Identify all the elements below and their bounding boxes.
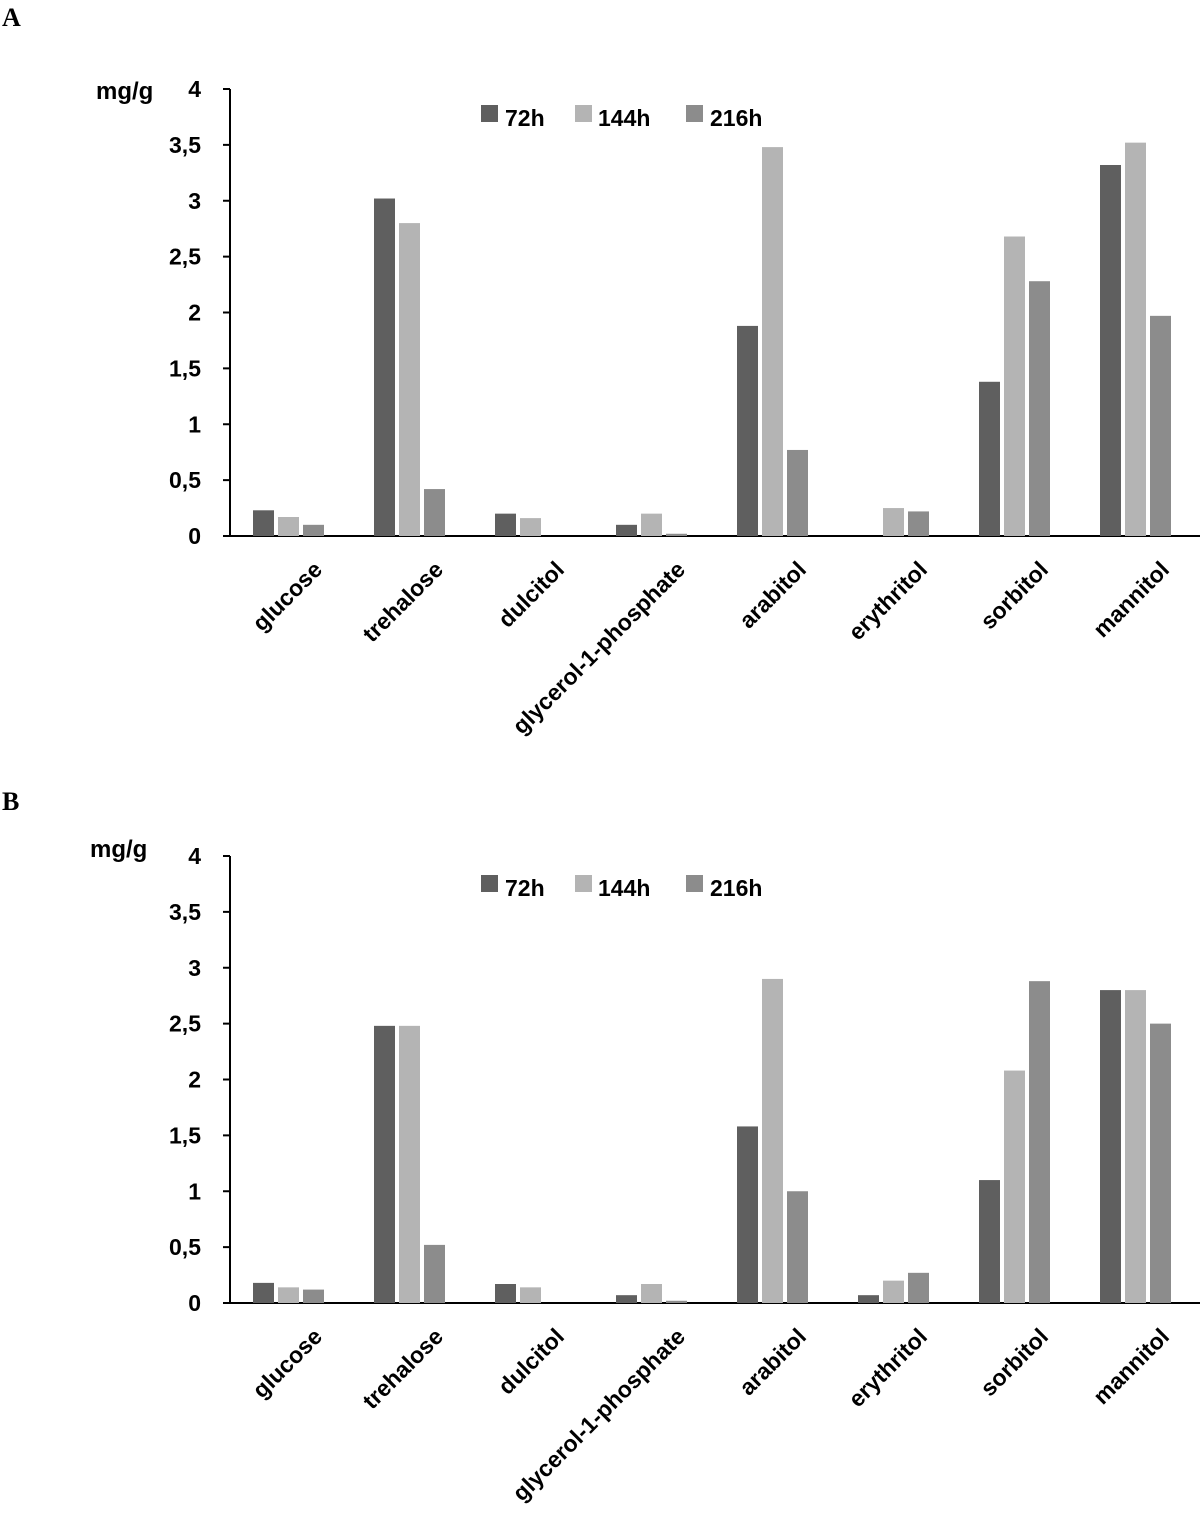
y-tick-label: 0,5 xyxy=(169,467,201,493)
legend-swatch-72h xyxy=(481,875,498,892)
x-category-label: sorbitol xyxy=(975,1323,1053,1401)
y-tick-label: 3 xyxy=(188,188,201,214)
bar-72h-mannitol xyxy=(1100,164,1121,537)
bar-72h-trehalose xyxy=(374,1025,395,1303)
bar-216h-sorbitol xyxy=(1029,981,1050,1303)
legend-label-144h: 144h xyxy=(598,105,650,131)
y-tick-label: 1,5 xyxy=(169,1122,201,1148)
y-tick-label: 2,5 xyxy=(169,244,201,270)
bar-72h-arabitol xyxy=(737,1126,758,1303)
legend-label-144h: 144h xyxy=(598,875,650,901)
y-tick-label: 2 xyxy=(188,300,201,326)
bar-144h-arabitol xyxy=(762,978,783,1303)
bar-216h-trehalose xyxy=(424,489,445,536)
chart-panel-a: Amg/g 0 0,5 1 1,5 2 2,5 3 3,5 4 glucose trehalose du… xyxy=(2,3,1200,739)
bar-72h-glucose xyxy=(253,1282,274,1303)
x-category-label: mannitol xyxy=(1088,1323,1174,1409)
bar-216h-glycerol-1-phosphate xyxy=(666,1300,687,1303)
bar-144h-arabitol xyxy=(762,147,783,537)
bar-72h-arabitol xyxy=(737,325,758,536)
bar-144h-erythritol xyxy=(883,508,904,536)
legend-swatch-144h xyxy=(575,875,592,892)
y-tick-label: 3,5 xyxy=(169,132,201,158)
y-tick-label: 0 xyxy=(188,523,201,549)
y-tick-label: 0 xyxy=(188,1290,201,1316)
bar-216h-glycerol-1-phosphate xyxy=(666,533,687,536)
y-tick-label: 2 xyxy=(188,1067,201,1093)
legend-label-216h: 216h xyxy=(710,105,762,131)
y-tick-label: 1,5 xyxy=(169,355,201,381)
y-tick-label: 3,5 xyxy=(169,899,201,925)
chart-panel-b: Bmg/g 0 0,5 1 1,5 2 2,5 3 3,5 4 glucose trehalose du… xyxy=(2,787,1200,1506)
legend-label-72h: 72h xyxy=(505,875,545,901)
bar-144h-mannitol xyxy=(1125,990,1146,1303)
bar-216h-mannitol xyxy=(1150,315,1171,536)
bar-72h-erythritol xyxy=(858,1295,879,1303)
x-category-label: dulcitol xyxy=(493,1323,569,1399)
bar-216h-trehalose xyxy=(424,1244,445,1303)
x-category-label: trehalose xyxy=(357,556,448,647)
bar-72h-sorbitol xyxy=(979,381,1000,536)
x-category-label: glucose xyxy=(247,556,327,636)
bar-144h-dulcitol xyxy=(520,518,541,536)
bar-216h-glucose xyxy=(303,1289,324,1303)
bar-72h-mannitol xyxy=(1100,990,1121,1303)
bar-144h-glycerol-1-phosphate xyxy=(641,513,662,536)
bar-216h-erythritol xyxy=(908,1272,929,1303)
x-category-label: erythritol xyxy=(843,1323,932,1412)
x-category-label: sorbitol xyxy=(975,556,1053,634)
bar-144h-trehalose xyxy=(399,223,420,536)
bar-144h-trehalose xyxy=(399,1025,420,1303)
bar-216h-arabitol xyxy=(787,449,808,536)
y-tick-label: 4 xyxy=(188,76,201,102)
bar-216h-sorbitol xyxy=(1029,281,1050,536)
bar-144h-erythritol xyxy=(883,1280,904,1303)
legend-swatch-216h xyxy=(686,875,703,892)
x-category-label: mannitol xyxy=(1088,556,1174,642)
y-axis-unit-label: mg/g xyxy=(90,836,147,863)
bar-144h-glycerol-1-phosphate xyxy=(641,1284,662,1303)
x-category-label: trehalose xyxy=(357,1323,448,1414)
x-category-label: glucose xyxy=(247,1323,327,1403)
bar-216h-erythritol xyxy=(908,511,929,536)
panel-letter: B xyxy=(2,787,19,816)
bar-72h-trehalose xyxy=(374,198,395,536)
bar-144h-sorbitol xyxy=(1004,1070,1025,1303)
legend-swatch-216h xyxy=(686,105,703,122)
bar-72h-dulcitol xyxy=(495,1284,516,1303)
x-category-label: arabitol xyxy=(734,1323,811,1400)
bar-72h-dulcitol xyxy=(495,513,516,536)
y-tick-label: 1 xyxy=(188,1178,201,1204)
legend-label-72h: 72h xyxy=(505,105,545,131)
legend-swatch-144h xyxy=(575,105,592,122)
bar-216h-arabitol xyxy=(787,1191,808,1303)
bar-144h-sorbitol xyxy=(1004,236,1025,536)
y-tick-label: 1 xyxy=(188,411,201,437)
bar-72h-glycerol-1-phosphate xyxy=(616,1295,637,1303)
bar-216h-glucose xyxy=(303,524,324,536)
y-tick-label: 0,5 xyxy=(169,1234,201,1260)
legend-swatch-72h xyxy=(481,105,498,122)
bar-216h-mannitol xyxy=(1150,1023,1171,1303)
legend-label-216h: 216h xyxy=(710,875,762,901)
x-category-label: erythritol xyxy=(843,556,932,645)
y-axis-unit-label: mg/g xyxy=(96,78,153,105)
bar-144h-glucose xyxy=(278,517,299,536)
bar-72h-sorbitol xyxy=(979,1180,1000,1303)
bar-144h-glucose xyxy=(278,1287,299,1303)
y-tick-label: 2,5 xyxy=(169,1011,201,1037)
panel-letter: A xyxy=(2,3,21,32)
x-category-label: arabitol xyxy=(734,556,811,633)
bar-144h-mannitol xyxy=(1125,142,1146,536)
y-tick-label: 3 xyxy=(188,955,201,981)
y-tick-label: 4 xyxy=(188,843,201,869)
bar-72h-glucose xyxy=(253,510,274,536)
bar-144h-dulcitol xyxy=(520,1287,541,1303)
bar-72h-glycerol-1-phosphate xyxy=(616,524,637,536)
x-category-label: dulcitol xyxy=(493,556,569,632)
